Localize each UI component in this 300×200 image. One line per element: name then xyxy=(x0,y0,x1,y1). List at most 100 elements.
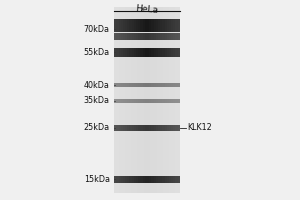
Bar xyxy=(136,125,139,131)
Bar xyxy=(121,33,123,40)
Bar xyxy=(173,48,176,57)
Bar xyxy=(169,19,171,32)
Bar xyxy=(147,48,149,57)
Bar xyxy=(160,48,163,57)
Bar xyxy=(121,7,122,193)
Bar xyxy=(118,19,121,32)
Bar xyxy=(138,19,141,32)
Bar xyxy=(134,125,136,131)
Bar xyxy=(156,33,158,40)
Bar xyxy=(164,83,167,87)
Bar xyxy=(125,125,128,131)
Bar xyxy=(145,7,146,193)
Bar xyxy=(149,83,152,87)
Bar xyxy=(158,48,160,57)
Bar xyxy=(130,7,132,193)
Bar xyxy=(152,176,154,183)
Bar xyxy=(156,125,158,131)
Bar xyxy=(132,83,134,87)
Bar xyxy=(142,125,145,131)
Bar xyxy=(150,7,152,193)
Bar xyxy=(147,33,149,40)
Bar xyxy=(178,48,180,57)
Bar xyxy=(162,7,164,193)
Bar xyxy=(173,83,176,87)
Bar xyxy=(171,33,174,40)
Bar xyxy=(136,48,139,57)
Bar xyxy=(156,176,158,183)
Bar xyxy=(118,48,121,57)
Bar xyxy=(173,33,176,40)
Bar xyxy=(152,33,154,40)
Bar xyxy=(118,7,120,193)
Bar xyxy=(130,33,132,40)
Bar xyxy=(130,48,132,57)
Bar xyxy=(121,48,123,57)
Bar xyxy=(160,99,163,103)
Bar xyxy=(118,99,121,103)
Bar xyxy=(130,83,132,87)
Bar xyxy=(162,33,165,40)
Bar xyxy=(167,19,169,32)
Bar xyxy=(179,7,180,193)
Bar xyxy=(147,99,149,103)
Bar xyxy=(173,7,175,193)
Bar xyxy=(166,7,167,193)
Text: 15kDa: 15kDa xyxy=(84,175,110,184)
Bar xyxy=(138,176,141,183)
Bar xyxy=(127,83,130,87)
Bar xyxy=(121,99,123,103)
Bar xyxy=(121,83,123,87)
Bar xyxy=(116,33,119,40)
Bar xyxy=(149,99,152,103)
Bar xyxy=(169,176,171,183)
Bar xyxy=(138,48,141,57)
Bar xyxy=(167,33,169,40)
Bar xyxy=(158,99,160,103)
Bar xyxy=(162,99,165,103)
Bar xyxy=(147,176,149,183)
Bar xyxy=(132,19,134,32)
Bar xyxy=(123,19,125,32)
Bar xyxy=(164,19,167,32)
Bar xyxy=(176,19,178,32)
Bar xyxy=(133,7,134,193)
Bar xyxy=(171,48,174,57)
Bar xyxy=(176,48,178,57)
Bar xyxy=(132,33,134,40)
Bar xyxy=(142,83,145,87)
Bar xyxy=(136,19,139,32)
Bar xyxy=(125,33,128,40)
Bar xyxy=(164,99,167,103)
Bar xyxy=(160,176,163,183)
Bar xyxy=(171,83,174,87)
Bar xyxy=(162,83,165,87)
Bar xyxy=(132,48,134,57)
Bar xyxy=(135,7,136,193)
Bar xyxy=(152,83,154,87)
Bar xyxy=(140,125,143,131)
Bar xyxy=(145,48,147,57)
Bar xyxy=(114,176,117,183)
Bar xyxy=(170,7,171,193)
Bar xyxy=(152,19,154,32)
Bar xyxy=(159,7,160,193)
Bar xyxy=(134,83,136,87)
Bar xyxy=(145,19,147,32)
Bar xyxy=(160,125,163,131)
Bar xyxy=(171,19,174,32)
Bar xyxy=(114,83,117,87)
Bar xyxy=(136,176,139,183)
Bar xyxy=(155,7,156,193)
Bar xyxy=(149,7,151,193)
Bar xyxy=(134,48,136,57)
Bar xyxy=(138,83,141,87)
Bar xyxy=(145,99,147,103)
Bar xyxy=(154,83,156,87)
Bar xyxy=(178,125,180,131)
Bar xyxy=(136,7,137,193)
Bar xyxy=(125,48,128,57)
Bar xyxy=(158,83,160,87)
Bar xyxy=(154,125,156,131)
Bar xyxy=(125,7,127,193)
